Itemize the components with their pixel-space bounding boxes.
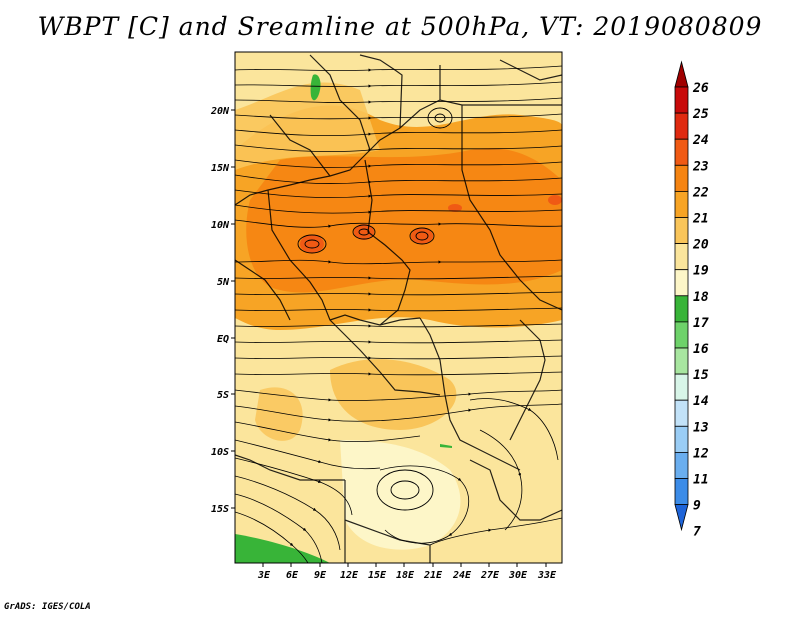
colorbar-level-label: 24 (692, 133, 709, 148)
footer-credit: GrADS: IGES/COLA (4, 602, 91, 612)
wbpt-hotspot (300, 235, 324, 253)
wbpt-hotspot (411, 228, 433, 244)
lon-label: 21E (423, 570, 443, 581)
colorbar-segment (674, 425, 689, 453)
colorbar-level-label: 12 (693, 446, 709, 461)
lon-axis (262, 563, 547, 567)
colorbar-level-label: 9 (693, 499, 701, 514)
lat-label: 5N (217, 277, 230, 288)
lon-label: 3E (257, 570, 271, 581)
colorbar-segment (674, 112, 689, 140)
wbpt-green-e (440, 444, 452, 448)
colorbar-segment (674, 217, 689, 245)
wbpt-green-n (310, 74, 321, 101)
colorbar-bottom-triangle (674, 504, 689, 532)
colorbar-level-label: 19 (693, 264, 709, 279)
colorbar-level-label: 23 (692, 159, 709, 174)
lat-label: 5S (217, 390, 229, 401)
wbpt-south-patch (255, 387, 303, 441)
colorbar-segment (674, 373, 689, 401)
colorbar-level-label: 20 (692, 238, 709, 253)
lon-label: 6E (286, 570, 299, 581)
colorbar-segment (674, 451, 689, 479)
colorbar-level-label: 7 (693, 525, 701, 540)
lon-label: 24E (452, 570, 472, 581)
colorbar-level-label: 14 (693, 394, 709, 409)
lon-label: 30E (508, 570, 528, 581)
wbpt-hotspot (448, 204, 462, 212)
wbpt-core (246, 147, 562, 293)
colorbar-segment (674, 164, 689, 192)
vortices (297, 107, 453, 511)
colorbar-segment (674, 86, 689, 114)
lon-label: 33E (537, 570, 557, 581)
lon-label: 18E (396, 570, 415, 581)
map-panel (235, 52, 562, 563)
colorbar-segment (674, 295, 689, 323)
colorbar-level-label: 21 (692, 212, 709, 227)
colorbar-level-label: 17 (693, 316, 709, 331)
lat-label: 15S (211, 504, 229, 515)
colorbar-level-label: 22 (692, 185, 709, 200)
map-frame (234, 51, 563, 564)
lat-axis (231, 109, 235, 509)
lon-label: 9E (314, 570, 327, 581)
lat-label: 10N (211, 220, 230, 231)
colorbar: 26 25 24 23 22 21 20 19 18 17 16 15 14 13 12 11 9 7 (674, 60, 709, 540)
colorbar-level-label: 13 (693, 420, 709, 435)
colorbar-level-label: 25 (692, 107, 709, 122)
colorbar-segment (674, 138, 689, 166)
lat-label: 15N (211, 163, 230, 174)
streamlines (235, 65, 562, 563)
lon-label: 27E (480, 570, 500, 581)
lat-label: 10S (211, 447, 229, 458)
colorbar-level-label: 16 (693, 342, 709, 357)
colorbar-level-label: 26 (692, 81, 709, 96)
colorbar-segment (674, 478, 689, 506)
page-title: WBPT [C] and Sreamline at 500hPa, VT: 20… (37, 12, 763, 41)
colorbar-top-triangle (674, 60, 689, 88)
lat-label: EQ (217, 334, 229, 345)
colorbar-level-label: 15 (693, 368, 709, 383)
colorbar-segment (674, 399, 689, 427)
lon-label: 15E (368, 570, 387, 581)
colorbar-level-label: 11 (693, 473, 709, 488)
colorbar-segment (674, 269, 689, 297)
colorbar-segment (674, 321, 689, 349)
lat-label: 20N (210, 106, 230, 117)
wbpt-hotspot (548, 195, 562, 205)
colorbar-segment (674, 243, 689, 271)
colorbar-segment (674, 347, 689, 375)
wbpt-green-sw (235, 534, 330, 563)
lon-label: 12E (340, 570, 359, 581)
colorbar-segment (674, 190, 689, 218)
colorbar-level-label: 18 (693, 290, 709, 305)
